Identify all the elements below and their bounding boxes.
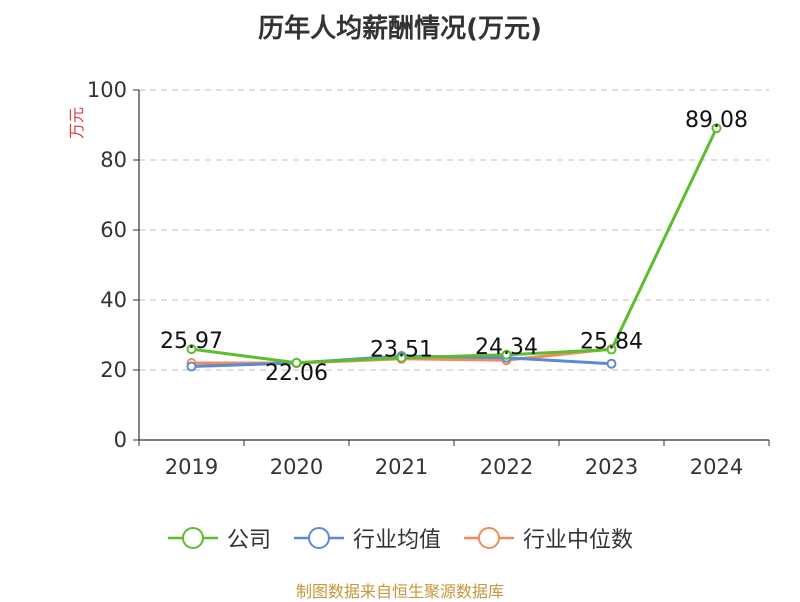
data-label: 24.34 xyxy=(475,335,538,360)
legend-item[interactable]: 公司 xyxy=(167,522,271,554)
y-tick-label: 100 xyxy=(87,78,127,102)
legend-item[interactable]: 行业中位数 xyxy=(463,522,633,554)
data-label: 22.06 xyxy=(265,361,328,386)
legend-swatch-marker xyxy=(478,527,500,549)
legend-label: 行业中位数 xyxy=(523,528,634,553)
legend-swatch xyxy=(464,527,514,549)
data-point xyxy=(186,344,197,355)
data-labels: 25.97 22.06 23.51 24.34 25.84 89.08 xyxy=(160,108,748,386)
y-tick-label: 20 xyxy=(100,358,127,382)
data-point xyxy=(186,361,197,372)
series-line xyxy=(191,127,718,365)
legend-item[interactable]: 行业均值 xyxy=(293,522,441,554)
axes: 0 20 40 60 80 100 2019 2020 2021 2022 2023 2024 万元 xyxy=(67,78,770,479)
series-layer xyxy=(186,123,722,372)
data-label: 23.51 xyxy=(370,338,433,363)
data-point xyxy=(711,123,722,134)
legend: 公司 行业均值 行业中位数 xyxy=(0,522,800,554)
data-point xyxy=(606,344,617,355)
data-point xyxy=(606,358,617,369)
x-tick-label: 2024 xyxy=(690,455,743,479)
legend-swatch xyxy=(167,527,218,549)
y-tick-label: 40 xyxy=(100,288,127,312)
data-label: 25.84 xyxy=(580,330,643,355)
data-point xyxy=(396,352,407,363)
data-point xyxy=(501,349,512,360)
x-tick-label: 2023 xyxy=(585,455,638,479)
chart-title: 历年人均薪酬情况(万元) xyxy=(258,14,542,44)
y-axis-title: 万元 xyxy=(67,107,86,139)
source-note: 制图数据来自恒生聚源数据库 xyxy=(295,582,504,601)
data-label: 89.08 xyxy=(685,108,748,133)
x-tick-label: 2019 xyxy=(165,455,218,479)
legend-swatch-marker xyxy=(307,527,330,549)
x-tick-label: 2020 xyxy=(270,455,323,479)
y-tick-label: 0 xyxy=(114,428,127,452)
data-label: 25.97 xyxy=(160,329,223,354)
y-tick-label: 80 xyxy=(100,148,127,172)
data-point xyxy=(291,357,302,368)
x-tick-label: 2022 xyxy=(480,455,533,479)
y-tick-label: 60 xyxy=(100,218,127,242)
legend-label: 公司 xyxy=(226,528,271,553)
legend-label: 行业均值 xyxy=(352,528,441,553)
x-tick-label: 2021 xyxy=(375,455,428,479)
grid-lines xyxy=(139,89,769,371)
legend-swatch xyxy=(293,527,344,549)
legend-swatch-marker xyxy=(181,527,204,549)
